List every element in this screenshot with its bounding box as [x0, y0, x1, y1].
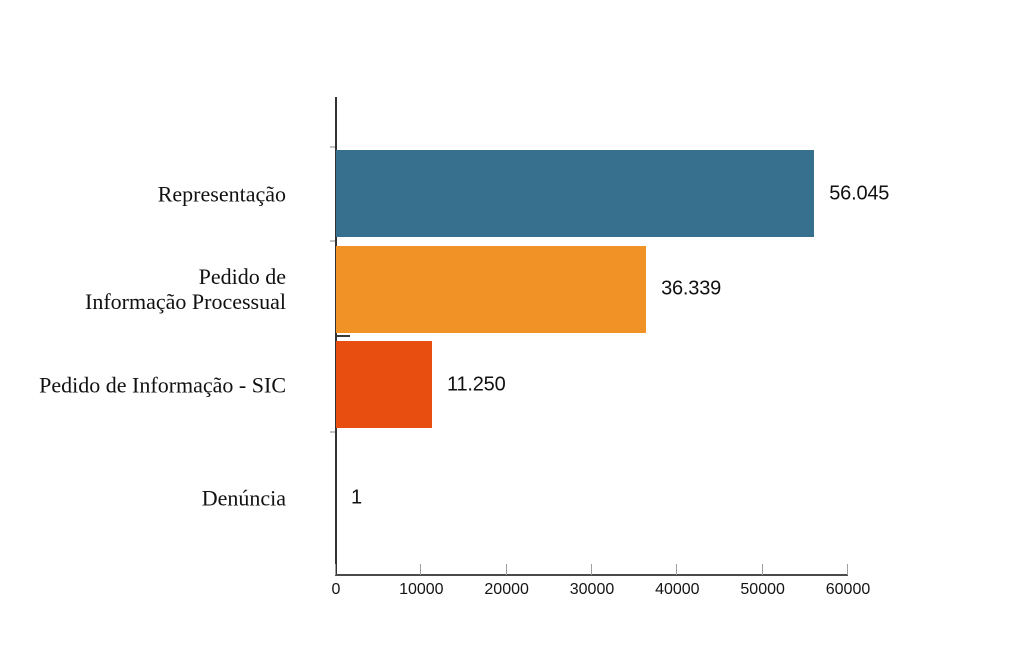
y-axis-line	[335, 97, 337, 575]
category-label-line: Representação	[157, 181, 286, 206]
x-axis-tick-label: 30000	[569, 581, 615, 598]
category-label-2: Pedido de Informação Processual	[85, 264, 286, 314]
y-axis-boundary-tick	[330, 431, 335, 433]
x-axis-tick	[420, 564, 422, 575]
x-axis-tick	[847, 564, 848, 575]
y-axis-boundary-tick	[330, 239, 335, 242]
y-axis-boundary-tick	[330, 146, 335, 148]
x-axis-tick	[591, 564, 592, 575]
value-label-4: 1	[351, 486, 362, 509]
bar-2	[336, 245, 647, 333]
category-label-4: Denúncia	[202, 486, 286, 511]
x-axis-tick-label: 40000	[655, 581, 700, 598]
category-label-1: Representação	[158, 181, 286, 206]
x-axis-tick-label: 20000	[484, 581, 529, 598]
x-axis-tick-label: 0	[331, 581, 341, 598]
x-axis-tick	[505, 564, 507, 575]
value-label-2: 36.339	[661, 277, 722, 300]
bar-1	[336, 150, 815, 237]
x-axis-tick	[761, 564, 763, 575]
category-label-line: Denúncia	[201, 485, 286, 511]
x-axis-tick-label: 60000	[825, 581, 871, 598]
category-label-line: Pedido de Informação - SIC	[39, 372, 286, 397]
category-label-3: Pedido de Informação - SIC	[39, 372, 286, 397]
category-label-line: Pedido de	[198, 264, 286, 289]
value-label-1: 56.045	[829, 182, 890, 204]
x-axis-line	[335, 574, 848, 576]
bar-3	[336, 341, 432, 428]
x-axis-tick	[676, 564, 678, 575]
x-axis-tick	[335, 564, 336, 575]
y-axis-boundary-tick-dash	[337, 335, 350, 337]
category-label-line: Informação Processual	[85, 289, 286, 314]
x-axis-tick-label: 10000	[399, 581, 444, 598]
value-label-3: 11.250	[447, 373, 506, 395]
x-axis-tick-label: 50000	[740, 581, 785, 598]
